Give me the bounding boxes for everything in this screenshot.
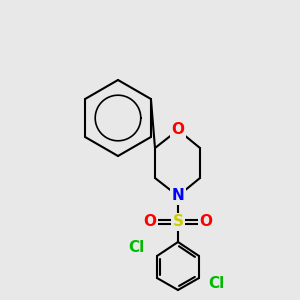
Text: O: O — [200, 214, 212, 230]
Text: Cl: Cl — [208, 275, 224, 290]
Text: O: O — [143, 214, 157, 230]
Text: Cl: Cl — [128, 241, 144, 256]
Text: O: O — [172, 122, 184, 137]
Text: S: S — [172, 214, 184, 230]
Text: N: N — [172, 188, 184, 203]
